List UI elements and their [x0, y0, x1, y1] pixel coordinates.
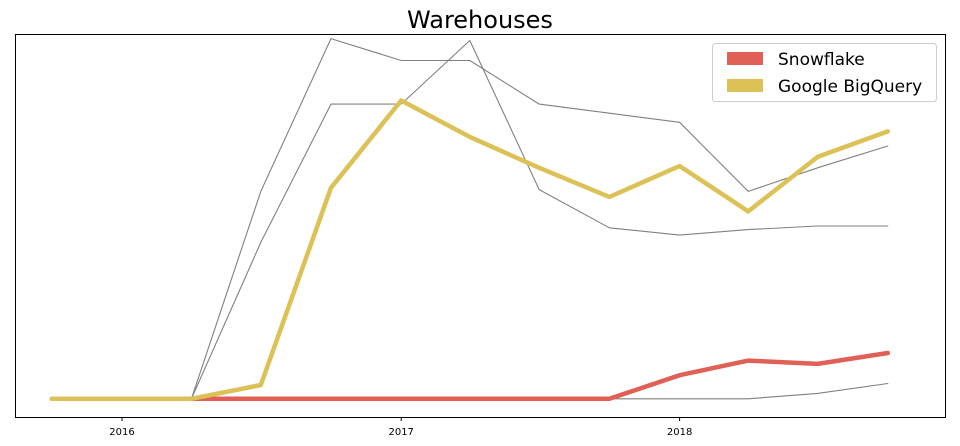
x-tick-label-2017: 2017 — [388, 427, 413, 438]
legend-swatch-google-bigquery — [727, 79, 763, 92]
chart-title: Warehouses — [407, 6, 553, 34]
series-layer — [49, 38, 891, 402]
plot-frame — [15, 34, 946, 418]
legend-box — [712, 43, 937, 102]
x-tick-label-2016: 2016 — [109, 427, 134, 438]
legend-label-google-bigquery: Google BigQuery — [778, 77, 922, 97]
legend-swatch-snowflake — [727, 52, 763, 65]
series-line-google-bigquery — [49, 98, 891, 402]
legend: Snowflake Google BigQuery — [712, 43, 937, 102]
legend-label-snowflake: Snowflake — [778, 50, 865, 70]
x-axis: 2016 2017 2018 — [109, 417, 692, 438]
x-tick-label-2018: 2018 — [667, 427, 692, 438]
